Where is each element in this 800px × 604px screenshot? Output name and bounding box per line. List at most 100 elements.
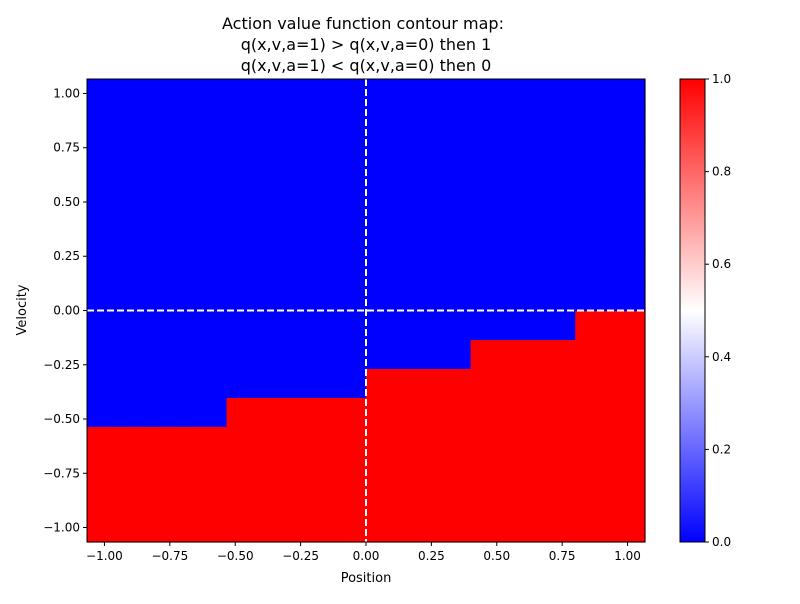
heatmap-cell (400, 194, 437, 225)
heatmap-cell (505, 165, 541, 196)
heatmap-cell (296, 281, 332, 312)
heatmap-cell (261, 397, 297, 427)
heatmap-cell (610, 281, 646, 312)
heatmap-cell (226, 397, 262, 427)
heatmap-cell (505, 368, 541, 398)
heatmap-cell (121, 107, 158, 138)
heatmap-cell (505, 79, 541, 109)
heatmap-cell (296, 484, 332, 514)
heatmap-cell (470, 368, 507, 398)
heatmap-cell (261, 107, 297, 138)
heatmap-cell (156, 455, 193, 485)
heatmap-cell (610, 455, 646, 485)
colorbar-tick-label: 0.8 (712, 165, 731, 179)
heatmap-cell (296, 397, 332, 427)
heatmap-cell (226, 79, 262, 109)
heatmap-cell (121, 281, 158, 312)
heatmap-cell (331, 484, 367, 514)
y-tick-label: 1.00 (53, 86, 80, 100)
heatmap-cell (87, 165, 123, 196)
x-tick-label: −0.75 (151, 549, 188, 563)
heatmap-cell (400, 484, 437, 514)
heatmap-cell (470, 310, 507, 341)
heatmap-cell (366, 339, 402, 369)
heatmap-cell (366, 136, 402, 167)
colorbar (679, 78, 706, 543)
heatmap-cell (87, 79, 123, 109)
heatmap-cell (156, 426, 193, 456)
heatmap-cell (331, 339, 367, 369)
heatmap-cell (400, 513, 437, 543)
heatmap-cell (296, 368, 332, 398)
heatmap-cell (470, 252, 507, 283)
heatmap-cell (87, 426, 123, 456)
heatmap-cell (540, 455, 576, 485)
heatmap-cell (191, 484, 228, 514)
colorbar-tick-label: 0.0 (712, 535, 731, 549)
heatmap-cell (366, 426, 402, 456)
heatmap-cell (191, 513, 228, 543)
heatmap-cell (331, 107, 367, 138)
heatmap-cell (400, 368, 437, 398)
heatmap-cell (226, 165, 262, 196)
colorbar-tick-label: 1.0 (712, 72, 731, 86)
heatmap-cell (366, 252, 402, 283)
heatmap-cell (191, 368, 228, 398)
heatmap-cell (331, 79, 367, 109)
heatmap-cell (470, 107, 507, 138)
heatmap-cell (296, 252, 332, 283)
heatmap-cell (575, 79, 611, 109)
heatmap-cell (156, 165, 193, 196)
heatmap-cell (331, 426, 367, 456)
heatmap-cell (226, 194, 262, 225)
heatmap-cell (156, 310, 193, 341)
heatmap-cell (87, 281, 123, 312)
heatmap-cell (87, 223, 123, 254)
heatmap-cell (435, 484, 472, 514)
heatmap-cell (610, 79, 646, 109)
heatmap-cell (226, 513, 262, 543)
heatmap-cell (191, 136, 228, 167)
heatmap-cell (366, 79, 402, 109)
heatmap-cell (226, 339, 262, 369)
heatmap-cell (121, 339, 158, 369)
heatmap-cell (470, 165, 507, 196)
heatmap-cell (191, 397, 228, 427)
heatmap-cell (87, 484, 123, 514)
heatmap-cell (261, 223, 297, 254)
heatmap-cell (610, 252, 646, 283)
heatmap-cell (121, 426, 158, 456)
heatmap-cell (400, 107, 437, 138)
heatmap-cell (331, 194, 367, 225)
heatmap-cell (87, 513, 123, 543)
heatmap-cell (331, 397, 367, 427)
heatmap-cell (156, 513, 193, 543)
heatmap-cell (505, 107, 541, 138)
heatmap-cell (331, 136, 367, 167)
y-tick-label: 0.00 (53, 304, 80, 318)
heatmap-cell (400, 165, 437, 196)
heatmap-cell (156, 194, 193, 225)
heatmap-cell (505, 281, 541, 312)
heatmap-cell (610, 223, 646, 254)
heatmap-cell (121, 194, 158, 225)
heatmap-cell (261, 426, 297, 456)
heatmap-cell (261, 136, 297, 167)
heatmap-cell (540, 107, 576, 138)
heatmap-cell (87, 136, 123, 167)
heatmap-cell (191, 310, 228, 341)
x-tick-label: 0.25 (418, 549, 445, 563)
heatmap-cell (400, 310, 437, 341)
heatmap-cell (296, 426, 332, 456)
heatmap-cell (296, 223, 332, 254)
heatmap-cell (575, 513, 611, 543)
y-tick-label: 0.50 (53, 195, 80, 209)
heatmap-cell (191, 281, 228, 312)
heatmap-cell (575, 165, 611, 196)
x-tick-label: −0.25 (282, 549, 319, 563)
heatmap-cell (331, 281, 367, 312)
heatmap-cell (156, 79, 193, 109)
heatmap-cell (400, 252, 437, 283)
y-axis-label: Velocity (15, 284, 30, 335)
x-tick-label: 0.50 (483, 549, 510, 563)
